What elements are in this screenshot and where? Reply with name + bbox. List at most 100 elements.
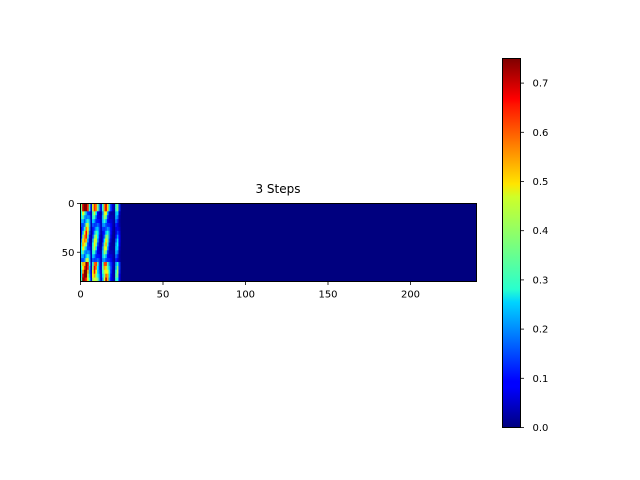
colorbar: 0.0 0.1 0.2 0.3 0.4 0.5 0.6 0.7: [502, 58, 548, 434]
heatmap-cell: [105, 207, 108, 212]
heatmap-cell: [101, 273, 104, 278]
heatmap-cell: [85, 226, 88, 232]
heatmap-cell: [83, 207, 86, 212]
heatmap-cell: [108, 211, 111, 216]
heatmap-cell: [88, 277, 91, 282]
heatmap-cell: [87, 215, 90, 220]
chart-title: 3 Steps: [255, 182, 300, 196]
heatmap-cell: [85, 223, 88, 228]
heatmap-cell: [80, 215, 83, 220]
heatmap-cell: [87, 238, 90, 243]
heatmap-cell: [103, 250, 106, 255]
heatmap-cell: [92, 269, 95, 275]
heatmap-cell: [80, 250, 83, 255]
heatmap-cell: [108, 277, 111, 282]
heatmap-cell: [93, 262, 96, 267]
heatmap-cell: [97, 246, 100, 251]
heatmap-cell: [105, 238, 108, 243]
heatmap-cell: [115, 258, 118, 263]
heatmap-cell: [98, 269, 101, 275]
x-tick-label: 150: [318, 290, 337, 301]
heatmap-cell: [93, 215, 96, 220]
heatmap-cell: [113, 230, 116, 236]
heatmap-cell: [116, 238, 119, 243]
heatmap-cell: [85, 273, 88, 278]
heatmap-cell: [97, 203, 100, 208]
heatmap-cell: [110, 223, 113, 228]
heatmap-cell: [87, 230, 90, 236]
heatmap-cell: [103, 242, 106, 247]
heatmap-cell: [115, 269, 118, 275]
heatmap-cell: [93, 223, 96, 228]
heatmap-cell: [103, 254, 106, 259]
heatmap-cell: [113, 234, 116, 239]
heatmap-cell: [110, 269, 113, 275]
heatmap-cell: [88, 254, 91, 259]
heatmap-cell: [97, 265, 100, 271]
heatmap-cell: [82, 258, 85, 263]
heatmap-cell: [110, 265, 113, 271]
heatmap-cell: [83, 215, 86, 220]
heatmap-cell: [80, 219, 83, 224]
heatmap-cell: [110, 203, 113, 208]
heatmap-cell: [115, 207, 118, 212]
heatmap-cell: [97, 207, 100, 212]
heatmap-cell: [98, 246, 101, 251]
heatmap-cell: [106, 207, 109, 212]
heatmap-frame: [80, 203, 477, 282]
heatmap-cell: [82, 265, 85, 271]
heatmap-cell: [113, 273, 116, 278]
heatmap-cell: [111, 215, 114, 220]
heatmap-cell: [106, 246, 109, 251]
heatmap-cell: [113, 269, 116, 275]
heatmap-cell: [116, 254, 119, 259]
heatmap-cell: [100, 254, 103, 259]
heatmap-cell: [98, 234, 101, 239]
heatmap-cell: [88, 203, 91, 208]
heatmap-cell: [97, 269, 100, 275]
heatmap-cell: [118, 211, 121, 216]
heatmap-cell: [87, 277, 90, 282]
heatmap-cell: [93, 269, 96, 275]
heatmap-cell: [98, 262, 101, 267]
heatmap-cell: [100, 223, 103, 228]
x-tick-label: 100: [236, 290, 255, 301]
heatmap-cell: [95, 265, 98, 271]
heatmap-cell: [82, 273, 85, 278]
heatmap-cell: [113, 242, 116, 247]
heatmap-cell: [105, 262, 108, 267]
heatmap-cell: [101, 215, 104, 220]
heatmap-cell: [95, 242, 98, 247]
heatmap-cell: [90, 234, 93, 239]
heatmap-cell: [105, 234, 108, 239]
heatmap-cell: [111, 219, 114, 224]
heatmap-cell: [106, 215, 109, 220]
heatmap-cell: [88, 269, 91, 275]
heatmap-cell: [97, 262, 100, 267]
heatmap-cell: [105, 250, 108, 255]
heatmap-cell: [88, 258, 91, 263]
heatmap-cell: [98, 242, 101, 247]
heatmap-cell: [100, 258, 103, 263]
heatmap-cell: [101, 230, 104, 236]
heatmap-cell: [88, 242, 91, 247]
heatmap-cell: [100, 250, 103, 255]
heatmap-cell: [113, 246, 116, 251]
heatmap-cell: [92, 265, 95, 271]
heatmap-cell: [113, 238, 116, 243]
heatmap-cell: [118, 203, 121, 208]
heatmap-cell: [110, 262, 113, 267]
heatmap-cell: [83, 269, 86, 275]
heatmap-cell: [83, 219, 86, 224]
heatmap-cell: [82, 230, 85, 236]
heatmap-cell: [105, 223, 108, 228]
heatmap-cell: [115, 203, 118, 208]
heatmap-cell: [101, 262, 104, 267]
heatmap-cell: [118, 269, 121, 275]
heatmap-cell: [93, 277, 96, 282]
heatmap-cell: [98, 258, 101, 263]
heatmap-cell: [116, 269, 119, 275]
heatmap-cell: [108, 223, 111, 228]
heatmap-cell: [93, 242, 96, 247]
heatmap-cell: [87, 203, 90, 208]
